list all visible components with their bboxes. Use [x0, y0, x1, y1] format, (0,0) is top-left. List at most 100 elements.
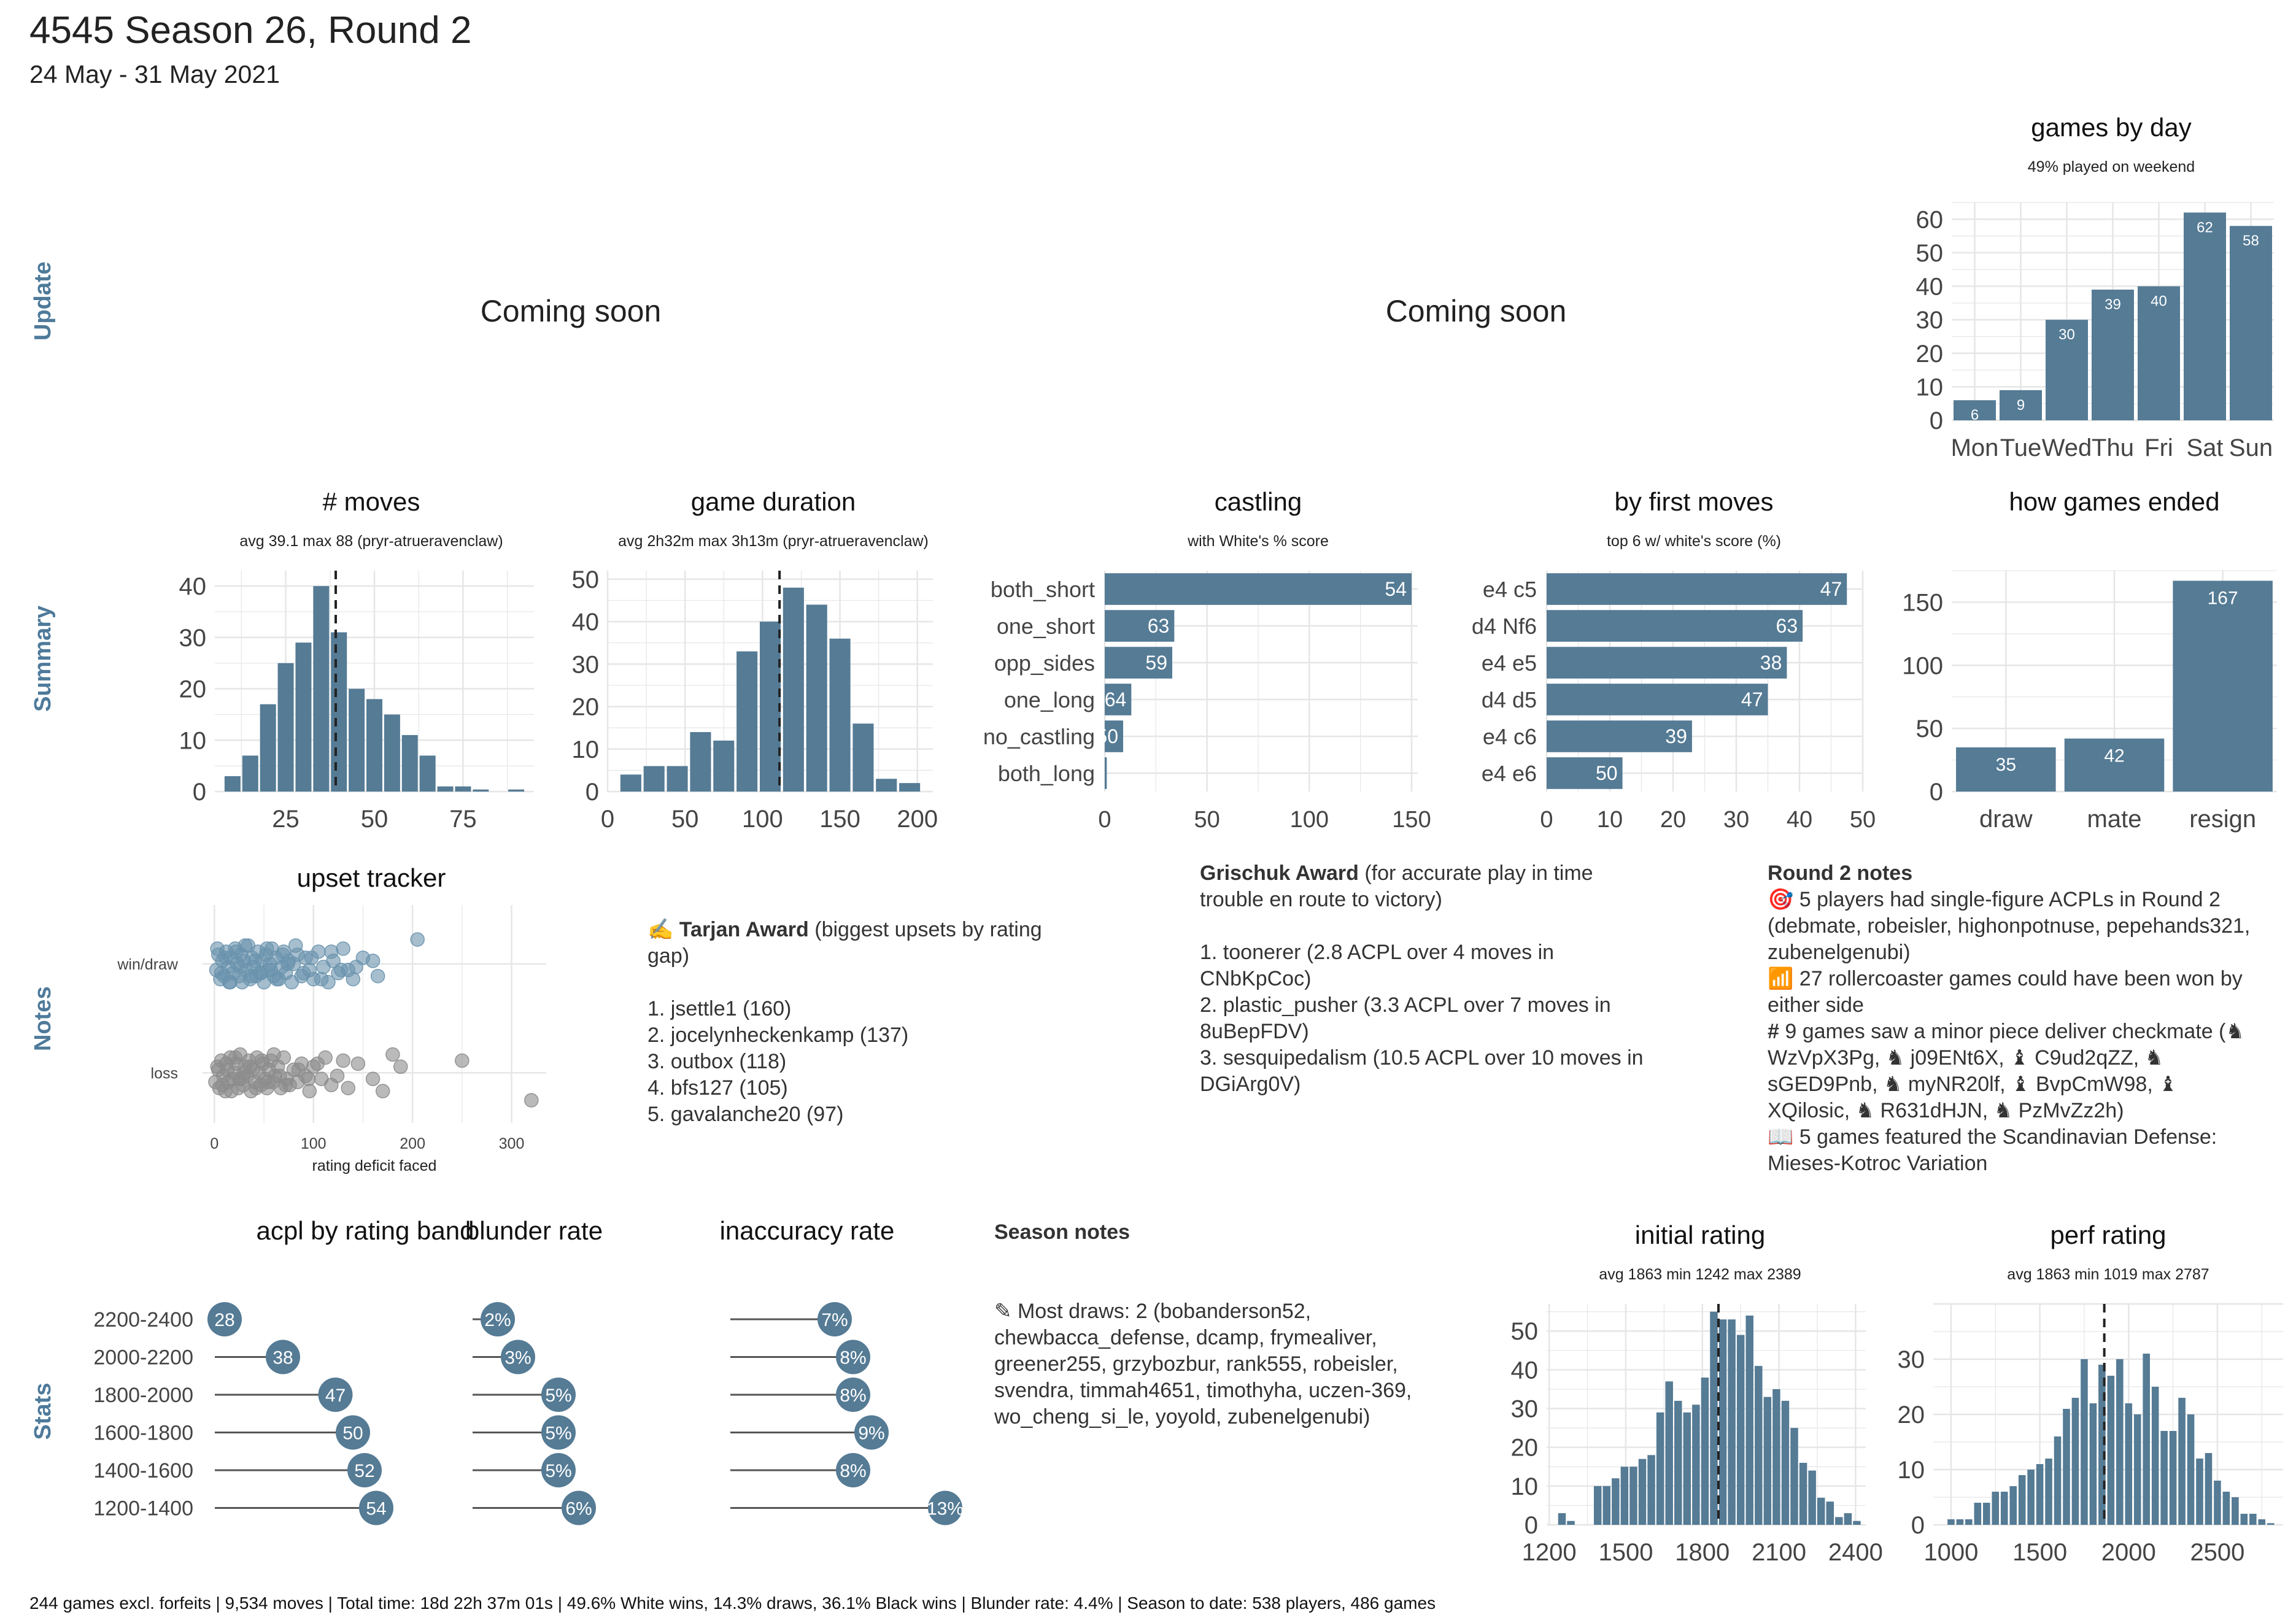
y-tick-label: 100 — [1902, 652, 1943, 679]
x-tick-label: 2500 — [2190, 1539, 2244, 1566]
x-tick-label: Thu — [2092, 434, 2134, 461]
dot-value-label: 54 — [366, 1499, 386, 1519]
bar — [366, 699, 382, 792]
bar-value-label: 39 — [2105, 296, 2121, 313]
bar — [2160, 1431, 2168, 1525]
bar — [1620, 1467, 1629, 1525]
chart-title: castling — [1215, 487, 1302, 516]
scatter-point — [278, 1078, 293, 1092]
x-tick-label: 150 — [819, 806, 860, 833]
x-tick-label: Tue — [2000, 434, 2041, 461]
row-label-stats: Stats — [30, 1382, 56, 1440]
y-tick-label: 40 — [1916, 274, 1944, 301]
scatter-point — [249, 1081, 263, 1095]
bar — [1835, 1517, 1843, 1525]
row-label-notes: Notes — [30, 986, 56, 1051]
y-tick-label: 20 — [179, 676, 207, 703]
y-tick-label: 20 — [572, 694, 600, 721]
scatter-point — [218, 950, 233, 965]
pencil-icon: ✎ — [994, 1300, 1012, 1323]
scatter-point — [304, 950, 319, 965]
scatter-point — [365, 954, 381, 968]
x-tick-label: 10 — [1597, 807, 1623, 833]
bar — [2000, 1492, 2008, 1525]
grischuk-item: 2. plastic_pusher (3.3 ACPL over 7 moves… — [1200, 993, 1611, 1043]
bar — [876, 779, 897, 792]
chart-title: acpl by rating band — [257, 1216, 474, 1245]
castling-chart: castling with White's % score both_short 54… — [983, 487, 1431, 833]
bar-value-label: 59 — [1145, 652, 1167, 674]
category-label: 2000-2200 — [93, 1346, 193, 1370]
bar — [2222, 1492, 2230, 1525]
bar — [2081, 1359, 2088, 1525]
y-tick-label: 50 — [1916, 715, 1944, 742]
category-label: d4 d5 — [1482, 687, 1537, 712]
bar — [508, 789, 525, 792]
lollipop-dot — [562, 1490, 596, 1525]
x-tick-label: 0 — [1540, 807, 1553, 833]
bar — [1844, 1513, 1852, 1525]
scatter-point — [260, 1074, 276, 1090]
season-notes-heading: Season notes — [994, 1220, 1131, 1244]
bar — [1547, 720, 1692, 752]
x-tick-label: 20 — [1660, 807, 1686, 833]
y-tick-label: 10 — [1898, 1457, 1925, 1484]
bar — [1992, 1492, 2000, 1525]
bar — [384, 714, 400, 792]
bar — [419, 755, 436, 792]
bar — [1817, 1497, 1825, 1525]
bar — [2196, 1459, 2203, 1525]
coming-soon-left: Coming soon — [480, 294, 662, 328]
category-label: e4 c6 — [1483, 724, 1537, 749]
lollipop-dot — [207, 1302, 242, 1336]
bar — [1763, 1397, 1772, 1525]
bar — [1105, 684, 1132, 715]
bar-value-label: 40 — [2151, 293, 2167, 310]
bar — [2018, 1475, 2026, 1525]
tarjan-award-block: ✍ Tarjan Award (biggest upsets by rating… — [647, 917, 1077, 1128]
bar — [1567, 1521, 1575, 1525]
bar — [1683, 1412, 1691, 1525]
tarjan-item: 1. jsettle1 (160) — [647, 997, 792, 1020]
bar-value-label: 50 — [1096, 725, 1118, 747]
bar — [1974, 1503, 1982, 1525]
bar — [2143, 1354, 2150, 1525]
bar — [2173, 580, 2273, 792]
bar — [1947, 1519, 1955, 1525]
bar — [1781, 1400, 1790, 1525]
scatter-point — [296, 966, 311, 981]
bar — [2232, 1497, 2239, 1525]
scatter-point — [350, 1056, 366, 1071]
scatter-point — [365, 1071, 381, 1087]
scatter-point — [238, 938, 253, 953]
season-note-item: ✎ Most draws: 2 (bobanderson52, chewbacc… — [994, 1300, 1412, 1428]
grischuk-award-heading: Grischuk Award — [1200, 862, 1359, 885]
bar — [260, 704, 276, 792]
hash-icon: # — [1768, 1020, 1779, 1043]
x-tick-label: 2400 — [1828, 1539, 1883, 1566]
bar-value-label: 50 — [1596, 762, 1618, 784]
bar — [1105, 647, 1172, 679]
bar — [1799, 1462, 1807, 1525]
dot-value-label: 7% — [821, 1310, 848, 1330]
scatter-point — [349, 960, 363, 974]
bar — [1956, 747, 2056, 792]
duration-chart: game duration avg 2h32m max 3h13m (pryr-a… — [572, 487, 938, 833]
upset-tracker-chart: upset tracker win/draw loss 0 100 200 300 ratin… — [117, 863, 546, 1174]
bar — [295, 642, 312, 792]
y-tick-label: 50 — [1916, 240, 1944, 267]
bar — [2116, 1359, 2124, 1525]
lollipop-dot — [541, 1415, 576, 1450]
chart-subtitle: 49% played on weekend — [2028, 158, 2195, 175]
bar — [1647, 1455, 1655, 1525]
bar — [1547, 684, 1768, 715]
y-tick-label: 60 — [1916, 206, 1944, 233]
category-label: 1800-2000 — [93, 1384, 193, 1407]
lollipop-dot — [836, 1340, 870, 1374]
first-moves-chart: by first moves top 6 w/ white's score (%)… — [1472, 487, 1876, 833]
scatter-point — [375, 1084, 390, 1098]
tarjan-item: 2. jocelynheckenkamp (137) — [647, 1024, 909, 1047]
x-tick-label: Mon — [1951, 434, 1999, 461]
bar — [759, 622, 781, 792]
bar — [899, 783, 921, 792]
